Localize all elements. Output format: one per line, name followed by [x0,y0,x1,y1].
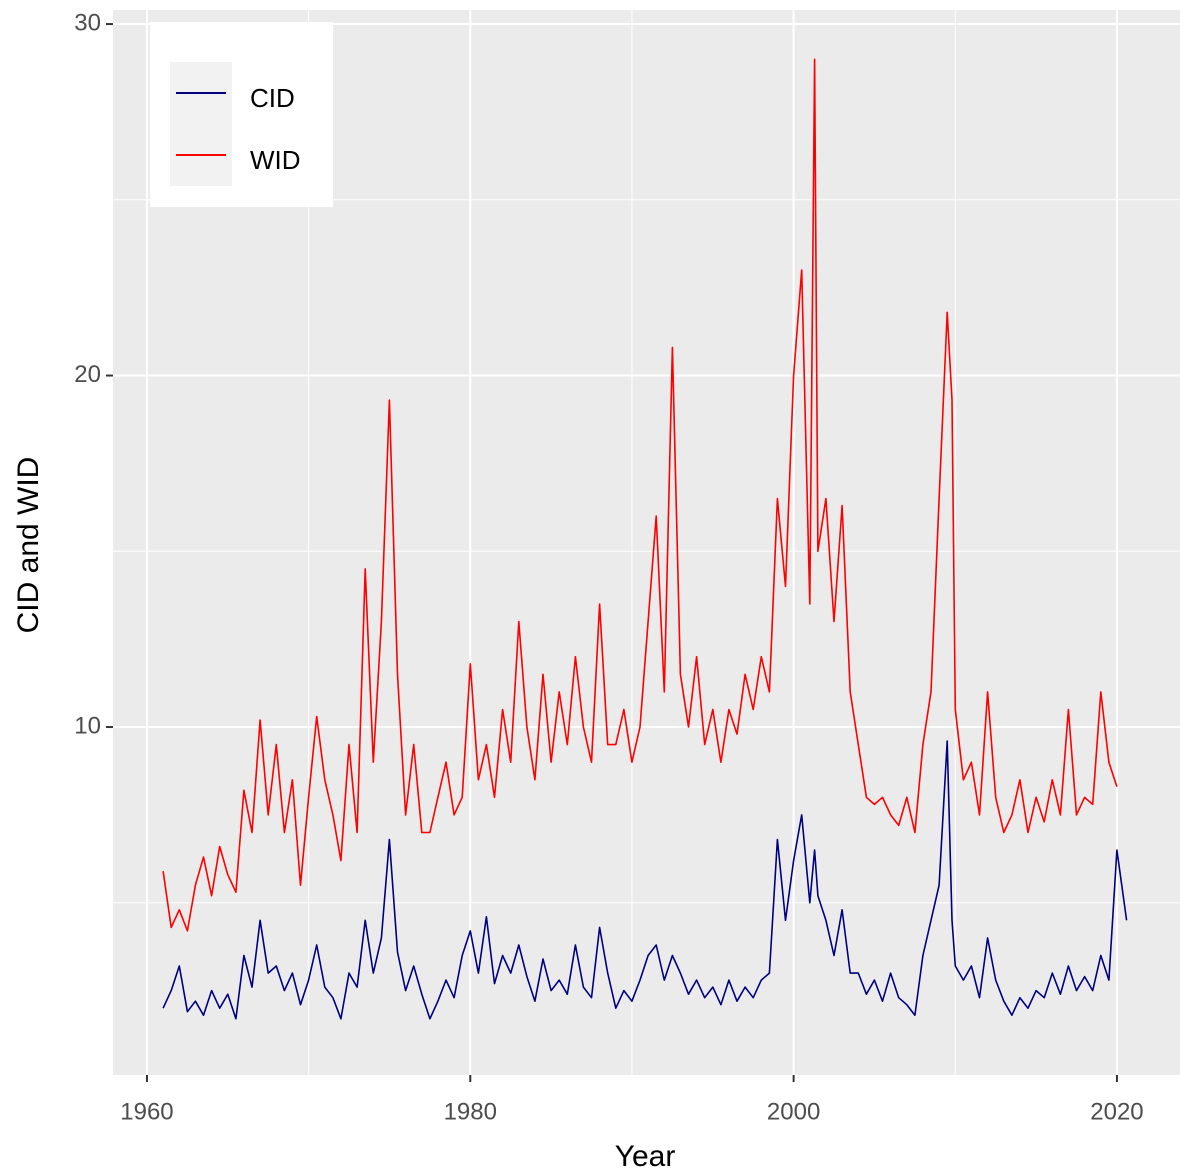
grid [113,10,1180,1075]
series-line [162,58,1118,932]
x-tick-label: 2020 [1090,1098,1143,1125]
x-axis-label: Year [615,1140,676,1173]
x-tick-label: 1980 [444,1098,497,1125]
y-tick-label: 20 [74,361,101,388]
legend-label: WID [250,145,301,175]
legend-label: CID [250,83,295,113]
series-line [162,740,1128,1020]
x-tick-label: 2000 [767,1098,820,1125]
ticks: 1960 1980 2000 2020 10 20 30 [74,9,1143,1125]
lines [162,58,1128,1020]
y-axis-label: CID and WID [12,457,45,634]
y-tick-label: 30 [74,9,101,36]
x-tick-label: 1960 [120,1098,173,1125]
legend: CID WID [150,22,333,207]
y-tick-label: 10 [74,712,101,739]
